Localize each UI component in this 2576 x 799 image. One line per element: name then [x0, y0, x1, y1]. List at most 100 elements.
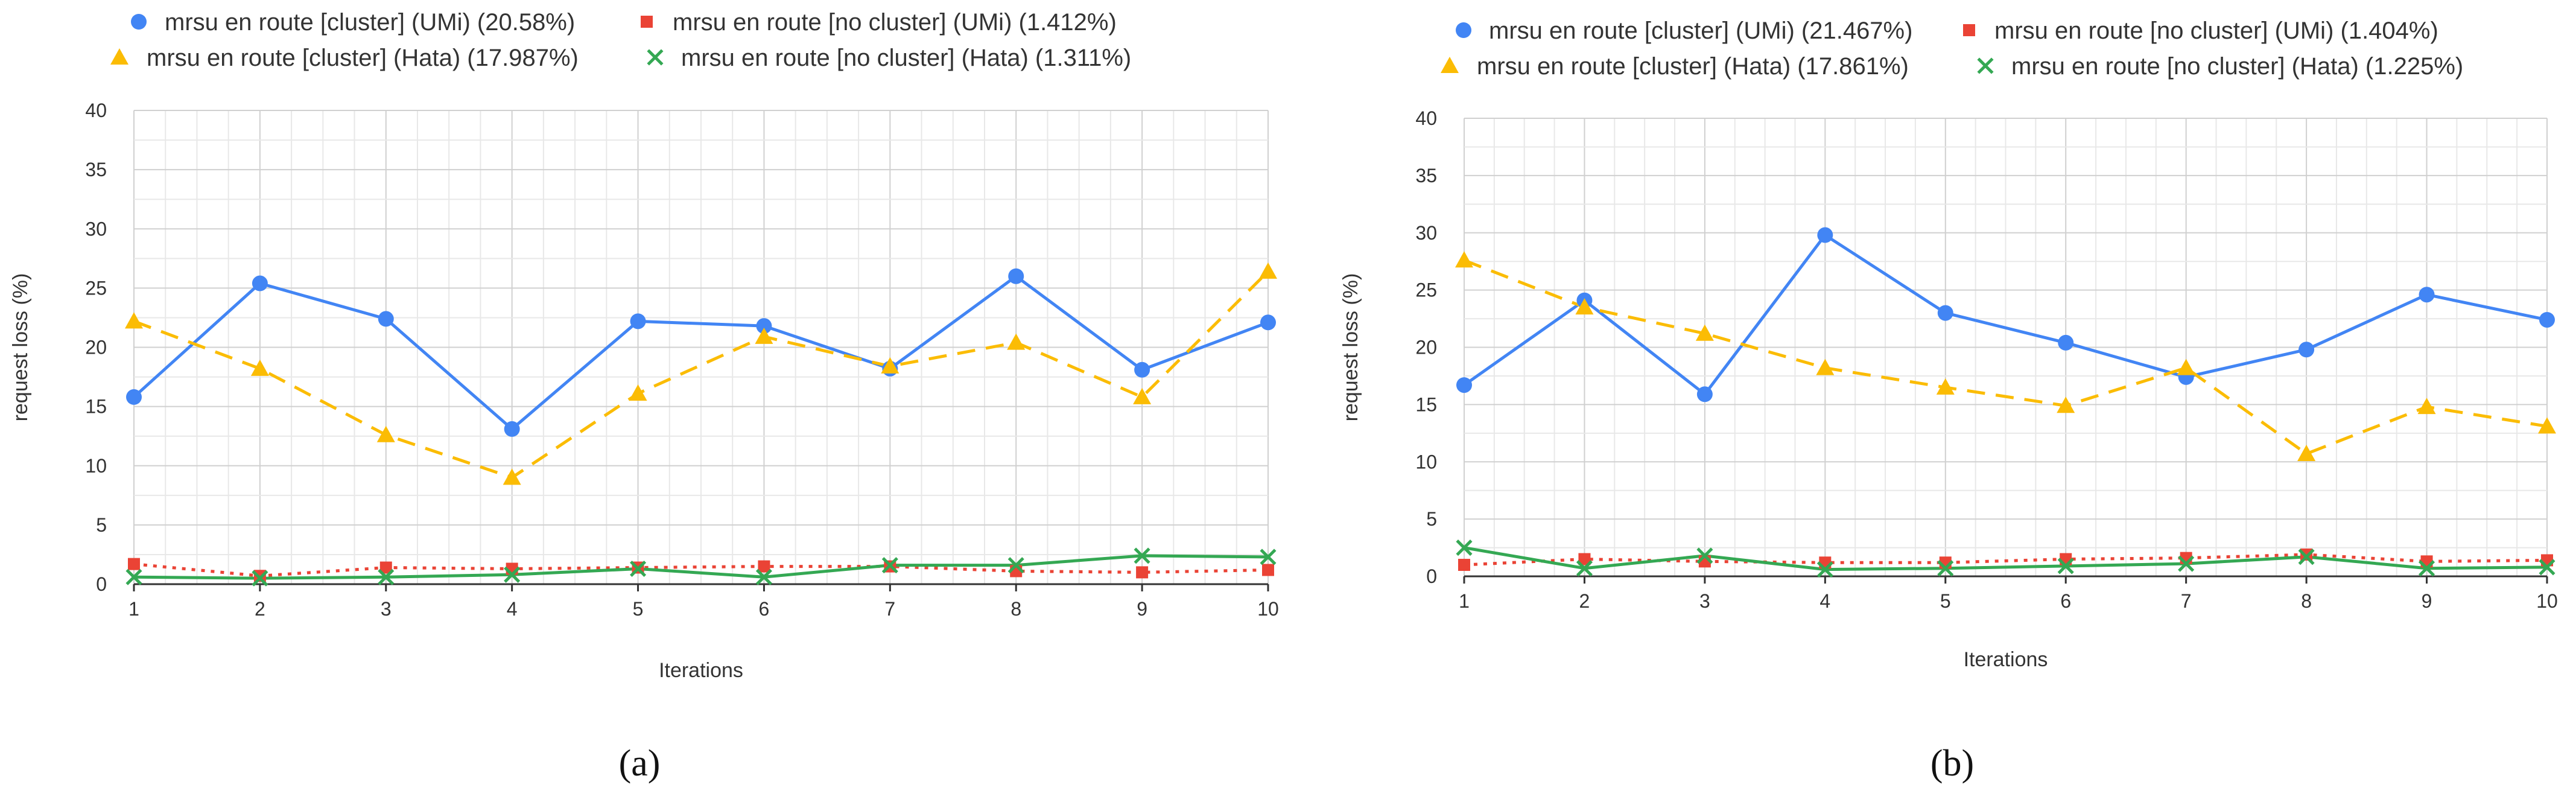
- legend-label: mrsu en route [no cluster] (Hata) (1.225…: [2011, 53, 2463, 80]
- series-markers-2: [125, 262, 1277, 485]
- series-markers-3: [1456, 540, 2555, 578]
- legend-item-2: mrsu en route [cluster] (Hata) (17.861%): [1441, 53, 1909, 80]
- data-point: [1937, 305, 1953, 321]
- data-point: [1816, 358, 1835, 375]
- x-tick-label: 10: [1257, 598, 1279, 620]
- y-tick-label: 40: [85, 100, 107, 121]
- y-tick-label: 15: [1415, 393, 1437, 415]
- x-tick-label: 4: [507, 598, 518, 620]
- legend-marker: [647, 49, 664, 66]
- data-point: [2177, 358, 2195, 375]
- y-tick-label: 10: [85, 455, 107, 477]
- data-point: [378, 568, 395, 585]
- series-line-2: [1464, 258, 2548, 456]
- x-tick-label: 4: [1819, 590, 1830, 612]
- x-tick-label: 9: [1137, 598, 1147, 620]
- y-tick-label: 30: [85, 218, 107, 240]
- data-point: [504, 421, 520, 437]
- data-point: [630, 560, 647, 578]
- data-point: [125, 568, 142, 585]
- data-point: [1008, 268, 1024, 284]
- data-point: [2417, 398, 2436, 415]
- data-point: [1695, 324, 1714, 341]
- data-point: [1262, 564, 1274, 576]
- series-line-3: [1464, 546, 2548, 571]
- x-tick-label: 3: [381, 598, 392, 620]
- series-line-1: [1464, 553, 2548, 567]
- data-point: [881, 557, 898, 574]
- legend-label: mrsu en route [cluster] (Hata) (17.987%): [147, 45, 579, 71]
- data-point: [126, 389, 142, 405]
- series-markers-0: [1456, 227, 2555, 403]
- data-point: [1817, 227, 1833, 243]
- y-tick-label: 20: [85, 337, 107, 358]
- y-tick-label: 5: [1426, 508, 1437, 530]
- x-tick-label: 9: [2422, 590, 2432, 612]
- legend-marker: [641, 16, 653, 28]
- data-point: [504, 566, 521, 583]
- data-point: [2539, 311, 2555, 328]
- x-tick-label: 7: [2181, 590, 2192, 612]
- data-point: [252, 570, 268, 587]
- data-point: [1936, 378, 1955, 395]
- data-point: [2058, 334, 2074, 351]
- series-line-3: [133, 554, 1269, 580]
- legend-label: mrsu en route [cluster] (Hata) (17.861%): [1477, 53, 1909, 80]
- data-point: [1696, 547, 1713, 564]
- y-tick-label: 0: [96, 573, 107, 595]
- legend-label: mrsu en route [cluster] (UMi) (20.58%): [165, 9, 575, 36]
- data-point: [1816, 561, 1833, 578]
- data-point: [1259, 262, 1277, 279]
- y-tick-label: 40: [1415, 107, 1437, 129]
- y-tick-label: 25: [85, 277, 107, 299]
- legend-label: mrsu en route [no cluster] (Hata) (1.311…: [681, 45, 1131, 71]
- subfigure-caption: (a): [619, 743, 661, 784]
- data-point: [1455, 251, 1473, 268]
- y-axis-title: request loss (%): [1339, 273, 1362, 422]
- subfigure-caption: (b): [1930, 743, 1974, 784]
- data-point: [128, 558, 140, 570]
- legend-label: mrsu en route [cluster] (UMi) (21.467%): [1489, 18, 1912, 44]
- legend-item-1: mrsu en route [no cluster] (UMi) (1.404%…: [1963, 18, 2438, 44]
- legend-marker: [1963, 24, 1975, 36]
- data-point: [2300, 548, 2313, 561]
- y-tick-label: 5: [96, 514, 107, 536]
- x-tick-label: 5: [1940, 590, 1951, 612]
- data-point: [629, 384, 647, 401]
- x-tick-label: 1: [128, 598, 139, 620]
- legend-item-0: mrsu en route [cluster] (UMi) (20.58%): [131, 9, 575, 36]
- data-point: [1575, 298, 1594, 315]
- data-point: [1136, 566, 1149, 579]
- x-tick-label: 5: [633, 598, 644, 620]
- legend-item-3: mrsu en route [no cluster] (Hata) (1.225…: [1977, 53, 2463, 80]
- x-tick-label: 6: [2060, 590, 2071, 612]
- data-point: [250, 359, 269, 376]
- gridlines: [133, 110, 1269, 585]
- series-line-2: [133, 270, 1269, 479]
- data-point: [1134, 547, 1150, 564]
- legend-marker: [1441, 57, 1459, 73]
- y-axis-title: request loss (%): [9, 273, 32, 422]
- legend-label: mrsu en route [no cluster] (UMi) (1.412%…: [673, 9, 1117, 36]
- data-point: [630, 313, 646, 329]
- data-point: [379, 561, 392, 574]
- data-point: [881, 357, 899, 374]
- data-point: [252, 275, 268, 291]
- data-point: [2297, 444, 2316, 461]
- data-point: [125, 312, 143, 329]
- data-point: [1134, 361, 1150, 378]
- data-point: [2539, 559, 2555, 576]
- data-point: [1260, 549, 1277, 565]
- y-tick-label: 30: [1415, 222, 1437, 244]
- data-point: [1456, 540, 1473, 556]
- data-point: [1696, 386, 1713, 403]
- legend-item-3: mrsu en route [no cluster] (Hata) (1.311…: [647, 45, 1131, 71]
- y-tick-label: 10: [1415, 451, 1437, 473]
- data-point: [1576, 560, 1593, 577]
- x-tick-label: 2: [1579, 590, 1590, 612]
- legend-label: mrsu en route [no cluster] (UMi) (1.404%…: [1994, 18, 2438, 44]
- x-tick-label: 8: [1010, 598, 1021, 620]
- y-tick-label: 25: [1415, 279, 1437, 301]
